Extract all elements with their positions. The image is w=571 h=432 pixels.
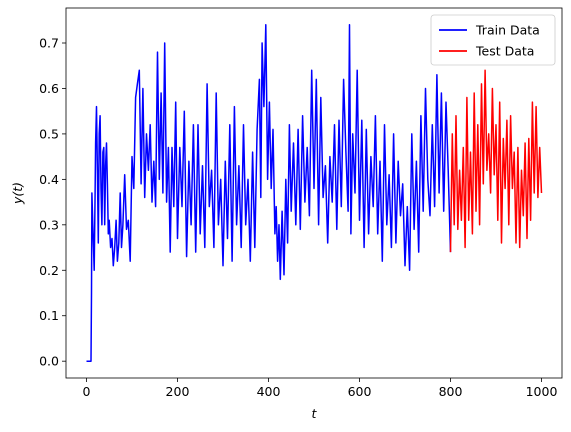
y-axis-ticks: 0.0 0.1 0.2 0.3 0.4 0.5 0.6 0.7 [39,36,66,369]
x-tick-label: 400 [257,384,281,399]
x-tick-label: 600 [348,384,372,399]
legend-box [430,14,556,66]
y-axis-label: y(t) [10,182,25,205]
series-line-train [86,24,452,362]
legend: Train Data Test Data [430,14,556,66]
x-tick-label: 200 [166,384,190,399]
series-layer [86,24,543,362]
y-tick-label: 0.6 [39,81,59,96]
y-tick-label: 0.4 [39,172,59,187]
x-axis-label: t [312,406,318,421]
x-axis-ticks: 0 200 400 600 800 1000 [83,378,558,399]
series-line-test [449,69,543,253]
x-tick-label: 0 [83,384,91,399]
y-tick-label: 0.7 [39,36,59,51]
plot-frame [65,7,563,379]
legend-label-test: Test Data [475,44,534,59]
y-tick-label: 0.1 [39,308,59,323]
legend-label-train: Train Data [475,23,540,38]
x-tick-label: 800 [439,384,463,399]
y-tick-label: 0.5 [39,126,59,141]
y-tick-label: 0.0 [39,354,59,369]
y-tick-label: 0.2 [39,263,59,278]
x-tick-label: 1000 [526,384,558,399]
y-tick-label: 0.3 [39,217,59,232]
